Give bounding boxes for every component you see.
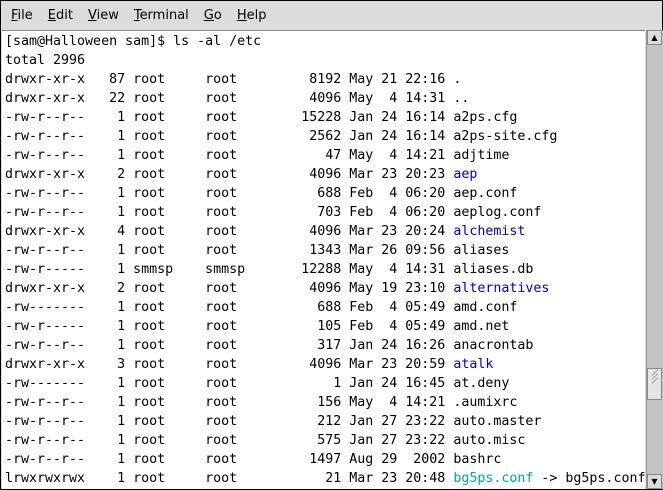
file-row: -rw-r--r-- 1 root root 317 Jan 24 16:26 … [5, 338, 534, 353]
file-name: . [453, 72, 462, 87]
file-name: auto.master [453, 414, 542, 429]
file-row: -rw------- 1 root root 688 Feb 4 05:49 a… [5, 300, 518, 315]
menu-terminal[interactable]: Terminal [133, 7, 189, 23]
file-row: -rw-r--r-- 1 root root 1343 Mar 26 09:56… [5, 243, 510, 258]
file-row: -rw-r--r-- 1 root root 575 Jan 27 23:22 … [5, 433, 526, 448]
file-row: -rw-r--r-- 1 root root 47 May 4 14:21 ad… [5, 148, 510, 163]
file-name: at.deny [453, 376, 510, 391]
file-name: aliases.db [453, 262, 534, 277]
scroll-up-button[interactable]: ▲ [647, 30, 662, 45]
file-row: -rw-r----- 1 root root 105 Feb 4 05:49 a… [5, 319, 510, 334]
prompt-line: [sam@Halloween sam]$ ls -al /etc [5, 34, 262, 49]
file-name: aep.conf [453, 186, 518, 201]
file-name: anacrontab [453, 338, 534, 353]
menu-file[interactable]: File [11, 7, 33, 23]
file-name: atalk [453, 357, 494, 372]
file-name: aep [453, 167, 478, 182]
file-row: lrwxrwxrwx 1 root root 21 Mar 23 20:48 b… [5, 471, 645, 486]
terminal-area[interactable]: [sam@Halloween sam]$ ls -al /etc total 29… [2, 30, 645, 489]
menu-view[interactable]: View [87, 7, 119, 23]
file-row: drwxr-xr-x 3 root root 4096 Mar 23 20:59… [5, 357, 494, 372]
file-row: drwxr-xr-x 22 root root 4096 May 4 14:31… [5, 91, 470, 106]
file-row: -rw-r--r-- 1 root root 156 May 4 14:21 .… [5, 395, 518, 410]
file-name: aeplog.conf [453, 205, 542, 220]
file-name: alternatives [453, 281, 550, 296]
file-name: amd.net [453, 319, 510, 334]
file-row: -rw------- 1 root root 1 Jan 24 16:45 at… [5, 376, 510, 391]
file-row: drwxr-xr-x 87 root root 8192 May 21 22:1… [5, 72, 462, 87]
file-name: .aumixrc [453, 395, 518, 410]
menu-bar: File Edit View Terminal Go Help [1, 1, 662, 29]
file-name: .. [453, 91, 470, 106]
file-name: aliases [453, 243, 510, 258]
file-name: bg5ps.conf [453, 471, 534, 486]
menu-help[interactable]: Help [236, 7, 267, 23]
link-target: bg5ps.conf [565, 471, 645, 486]
file-name: auto.misc [453, 433, 526, 448]
file-row: drwxr-xr-x 2 root root 4096 Mar 23 20:23… [5, 167, 478, 182]
file-row: -rw-r--r-- 1 root root 1497 Aug 29 2002 … [5, 452, 502, 467]
file-row: drwxr-xr-x 4 root root 4096 Mar 23 20:24… [5, 224, 526, 239]
file-name: adjtime [453, 148, 510, 163]
file-name: a2ps-site.cfg [453, 129, 558, 144]
terminal-output: [sam@Halloween sam]$ ls -al /etc total 29… [5, 32, 645, 488]
menu-edit[interactable]: Edit [47, 7, 73, 23]
vertical-scrollbar[interactable]: ▲ ▼ [646, 30, 663, 489]
file-name: bashrc [453, 452, 502, 467]
file-name: alchemist [453, 224, 526, 239]
file-name: a2ps.cfg [453, 110, 518, 125]
file-row: -rw-r--r-- 1 root root 212 Jan 27 23:22 … [5, 414, 542, 429]
file-row: -rw-r--r-- 1 root root 15228 Jan 24 16:1… [5, 110, 518, 125]
menu-go[interactable]: Go [203, 7, 222, 23]
file-row: -rw-r--r-- 1 root root 2562 Jan 24 16:14… [5, 129, 558, 144]
file-row: drwxr-xr-x 2 root root 4096 May 19 23:10… [5, 281, 550, 296]
file-row: -rw-r----- 1 smmsp smmsp 12288 May 4 14:… [5, 262, 534, 277]
scroll-down-button[interactable]: ▼ [647, 474, 662, 489]
total-line: total 2996 [5, 53, 86, 68]
file-row: -rw-r--r-- 1 root root 703 Feb 4 06:20 a… [5, 205, 542, 220]
scrollbar-thumb[interactable] [647, 368, 662, 400]
file-name: amd.conf [453, 300, 518, 315]
file-row: -rw-r--r-- 1 root root 688 Feb 4 06:20 a… [5, 186, 518, 201]
